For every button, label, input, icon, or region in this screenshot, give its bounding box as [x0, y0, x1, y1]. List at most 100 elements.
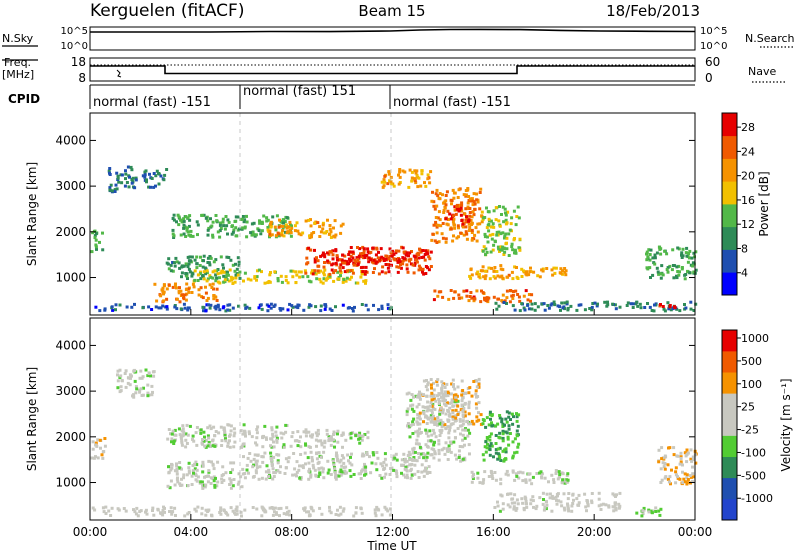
heatmap-cell-10 — [464, 207, 468, 211]
heatmap-cell-9 — [473, 233, 477, 237]
heatmap-cell-7 — [429, 378, 433, 381]
heatmap-cell-7 — [429, 265, 433, 268]
heatmap-cell-5 — [186, 230, 190, 234]
heatmap-cell-8 — [494, 442, 498, 445]
heatmap-cell-9 — [464, 225, 468, 229]
heatmap-cell-7 — [456, 385, 460, 389]
heatmap-cell-18 — [659, 252, 663, 256]
heatmap-cell-6 — [313, 221, 317, 225]
heatmap-cell-2 — [255, 428, 259, 431]
heatmap-cell-2 — [172, 442, 176, 445]
heatmap-cell-6 — [412, 395, 415, 399]
heatmap-cell-3 — [178, 461, 182, 464]
heatmap-cell-6 — [460, 424, 464, 428]
heatmap-cell-5 — [262, 214, 266, 218]
heatmap-cell-2 — [180, 441, 184, 445]
heatmap-cell-4 — [342, 461, 346, 465]
heatmap-cell-7 — [426, 381, 430, 385]
heatmap-cell-11 — [614, 508, 618, 512]
heatmap-cell-3 — [202, 254, 206, 258]
heatmap-cell-6 — [449, 442, 453, 446]
heatmap-cell-7 — [427, 417, 430, 421]
heatmap-cell-5 — [245, 214, 248, 218]
heatmap-cell-7 — [418, 390, 421, 394]
heatmap-cell-3 — [234, 273, 238, 277]
heatmap-cell-12 — [510, 242, 514, 246]
heatmap-cell-5 — [182, 223, 186, 227]
heatmap-cell-1 — [150, 393, 154, 397]
heatmap-cell-6 — [426, 400, 430, 404]
heatmap-cell-3 — [228, 477, 232, 481]
heatmap-cell-13 — [688, 474, 692, 478]
heatmap-cell-2 — [157, 182, 161, 186]
heatmap-cell-10 — [107, 509, 111, 513]
heatmap-cell-11 — [538, 496, 542, 500]
heatmap-cell-1 — [133, 186, 137, 190]
heatmap-cell-7 — [474, 379, 478, 382]
heatmap-cell-3 — [209, 256, 213, 260]
heatmap-cell-11 — [590, 492, 594, 495]
heatmap-cell-14 — [487, 296, 491, 300]
heatmap-cell-17 — [614, 307, 618, 311]
heatmap-cell-4 — [249, 459, 253, 463]
heatmap-cell-2 — [282, 432, 286, 436]
heatmap-cell-5 — [256, 227, 260, 231]
heatmap-cell-4 — [255, 466, 259, 470]
heatmap-cell-9 — [461, 225, 465, 229]
heatmap-cell-9 — [467, 195, 471, 198]
heatmap-cell-2 — [270, 426, 274, 430]
heatmap-cell-10 — [380, 513, 384, 517]
heatmap-cell-4 — [269, 451, 273, 455]
heatmap-cell-9 — [490, 470, 493, 474]
heatmap-cell-9 — [478, 207, 482, 211]
heatmap-cell-16 — [269, 302, 273, 306]
heatmap-cell-5 — [221, 217, 225, 221]
heatmap-cell-18 — [680, 266, 684, 269]
heatmap-cell-16 — [267, 304, 271, 308]
heatmap-cell-16 — [216, 305, 220, 309]
heatmap-cell-3 — [173, 264, 177, 268]
heatmap-cell-9 — [434, 220, 438, 224]
colorbar-block — [722, 372, 737, 394]
heatmap-cell-13 — [550, 268, 554, 272]
heatmap-cell-8 — [488, 444, 492, 448]
heatmap-cell-4 — [294, 281, 298, 284]
heatmap-cell-18 — [691, 261, 695, 265]
heatmap-cell-15 — [182, 295, 185, 299]
heatmap-cell-4 — [363, 462, 366, 466]
heatmap-cell-17 — [520, 302, 524, 306]
heatmap-cell-5 — [172, 234, 176, 238]
heatmap-cell-3 — [167, 267, 171, 271]
heatmap-cell-2 — [186, 433, 190, 437]
heatmap-cell-13 — [681, 463, 684, 467]
heatmap-cell-11 — [599, 508, 603, 511]
heatmap-cell-12 — [486, 223, 490, 227]
heatmap-cell-9 — [552, 478, 556, 482]
heatmap-cell-4 — [309, 475, 313, 479]
heatmap-cell-4 — [383, 457, 387, 461]
heatmap-cell-4 — [297, 468, 301, 472]
heatmap-cell-15 — [178, 300, 182, 304]
heatmap-cell-18 — [694, 268, 698, 272]
heatmap-cell-17 — [513, 308, 517, 312]
heatmap-cell-12 — [483, 232, 487, 236]
heatmap-cell-4 — [329, 473, 333, 476]
heatmap-cell-4 — [426, 451, 430, 455]
heatmap-cell-4 — [400, 458, 404, 462]
heatmap-cell-4 — [255, 459, 259, 463]
heatmap-cell-13 — [676, 475, 679, 479]
heatmap-cell-11 — [501, 507, 505, 511]
heatmap-cell-11 — [383, 180, 387, 184]
heatmap-cell-15 — [197, 288, 201, 292]
heatmap-cell-1 — [124, 172, 128, 176]
heatmap-cell-14 — [500, 299, 504, 303]
heatmap-cell-6 — [412, 417, 416, 421]
heatmap-cell-7 — [440, 387, 444, 391]
heatmap-cell-9 — [441, 222, 445, 225]
heatmap-cell-3 — [175, 462, 178, 466]
colorbar-tick-label: -500 — [741, 469, 766, 482]
heatmap-cell-8 — [507, 443, 511, 447]
heatmap-cell-4 — [400, 463, 404, 467]
heatmap-cell-16 — [273, 303, 277, 307]
heatmap-cell-7 — [409, 262, 413, 266]
